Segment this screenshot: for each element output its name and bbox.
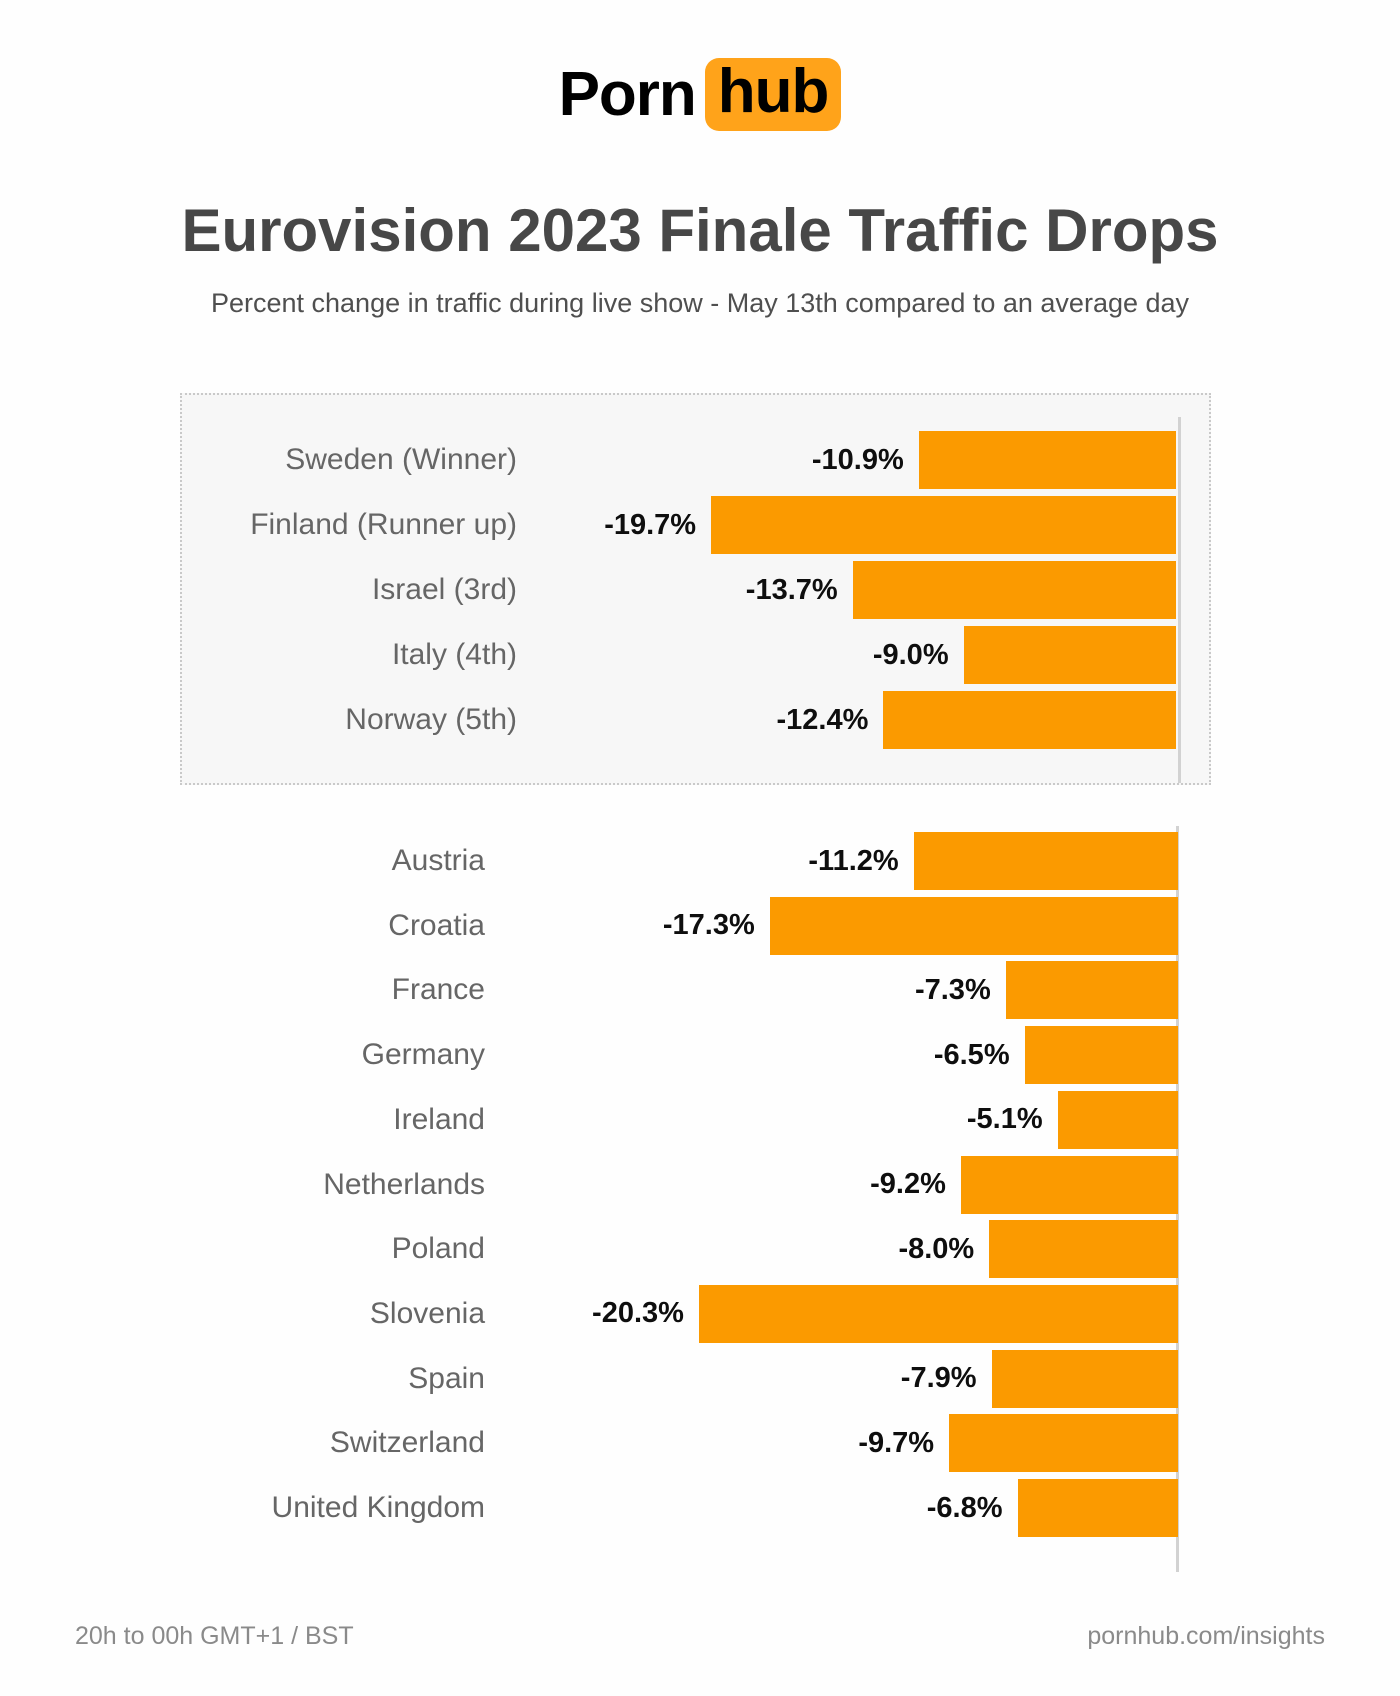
country-label: Ireland (393, 1102, 485, 1136)
bar-value-label: -12.4% (776, 703, 869, 736)
logo-text-hub-badge: hub (704, 58, 842, 132)
bar (852, 561, 1176, 619)
bar-value-label: -7.9% (900, 1362, 977, 1395)
top-chart-baseline-axis (1178, 417, 1181, 783)
country-label: Austria (391, 844, 485, 877)
bar-value-label: -10.9% (811, 443, 904, 476)
chart-row: Poland -8.0% (180, 1220, 1211, 1279)
bar-area: -7.9% (485, 1349, 1178, 1408)
bar (711, 496, 1176, 554)
bar-area: -11.2% (485, 832, 1178, 890)
chart-row: Germany -6.5% (180, 1026, 1211, 1085)
country-label: Croatia (388, 908, 485, 942)
bar-area: -20.3% (485, 1284, 1178, 1343)
bar-value-label: -11.2% (808, 844, 899, 877)
bar-area: -9.7% (485, 1414, 1178, 1473)
chart-row: Israel (3rd) -13.7% (182, 561, 1209, 619)
bar-area: -13.7% (517, 561, 1176, 619)
bar-value-label: -9.0% (872, 638, 949, 671)
bar (989, 1220, 1178, 1279)
bar-area: -17.3% (485, 896, 1178, 955)
bar (769, 896, 1178, 955)
country-label: Spain (408, 1361, 485, 1395)
chart-row: Slovenia -20.3% (180, 1284, 1211, 1343)
country-label: Israel (3rd) (371, 573, 517, 606)
bar-area: -12.4% (517, 691, 1176, 749)
bar-area: -7.3% (485, 961, 1178, 1020)
bar-value-label: -7.3% (914, 973, 991, 1006)
chart-row: Ireland -5.1% (180, 1090, 1211, 1149)
bar-value-label: -9.2% (870, 1168, 946, 1200)
bar-value-label: -5.1% (966, 1103, 1043, 1136)
bar-area: -9.0% (517, 626, 1176, 684)
page-subtitle: Percent change in traffic during live sh… (210, 288, 1190, 318)
top5-chart-box: Sweden (Winner) -10.9% Finland (Runner u… (180, 393, 1211, 785)
bar-value-label: -6.5% (933, 1038, 1010, 1071)
logo-text-porn: Porn (558, 60, 697, 130)
bar-value-label: -9.7% (858, 1426, 935, 1459)
country-label: Italy (4th) (391, 638, 517, 671)
bar-value-label: -19.7% (604, 508, 697, 541)
bar (1017, 1479, 1178, 1537)
page-title: Eurovision 2023 Finale Traffic Drops (181, 197, 1219, 264)
chart-row: Austria -11.2% (180, 832, 1211, 890)
country-label: Sweden (Winner) (285, 443, 517, 476)
country-label: Netherlands (323, 1167, 485, 1201)
country-label: Slovenia (369, 1296, 485, 1330)
bar-area: -10.9% (517, 431, 1176, 489)
bar (883, 691, 1176, 749)
country-label: Switzerland (329, 1426, 485, 1460)
country-label: United Kingdom (271, 1491, 485, 1524)
bar (991, 1349, 1178, 1408)
bar (918, 431, 1176, 489)
bar-value-label: -20.3% (592, 1297, 684, 1330)
bar-area: -6.5% (485, 1026, 1178, 1085)
bar (1057, 1090, 1178, 1149)
chart-row: Spain -7.9% (180, 1349, 1211, 1408)
country-label: Germany (361, 1038, 485, 1072)
chart-row: Finland (Runner up) -19.7% (182, 496, 1209, 554)
chart-row: United Kingdom -6.8% (180, 1479, 1211, 1537)
footer-time-range: 20h to 00h GMT+1 / BST (75, 1622, 354, 1650)
pornhub-logo: Porn hub (0, 58, 1400, 132)
bar (1005, 961, 1178, 1020)
countries-chart: Austria -11.2% Croatia -17.3% France -7.… (180, 826, 1211, 1586)
bar-value-label: -17.3% (662, 909, 755, 942)
bar-area: -5.1% (485, 1090, 1178, 1149)
chart-row: Netherlands -9.2% (180, 1155, 1211, 1214)
country-label: Norway (5th) (345, 703, 517, 736)
bar-area: -19.7% (517, 496, 1176, 554)
chart-row: Italy (4th) -9.0% (182, 626, 1209, 684)
footer-site-url: pornhub.com/insights (1087, 1622, 1325, 1650)
bar (949, 1414, 1178, 1473)
country-label: Finland (Runner up) (250, 508, 517, 541)
chart-row: Croatia -17.3% (180, 896, 1211, 955)
chart-row: Norway (5th) -12.4% (182, 691, 1209, 749)
chart-row: France -7.3% (180, 961, 1211, 1020)
bar-area: -6.8% (485, 1479, 1178, 1537)
bar (913, 832, 1178, 890)
bar-value-label: -6.8% (926, 1491, 1003, 1524)
bar (963, 626, 1176, 684)
bar (698, 1284, 1178, 1343)
chart-row: Switzerland -9.7% (180, 1414, 1211, 1473)
bar-area: -9.2% (485, 1155, 1178, 1214)
bar (1024, 1026, 1178, 1085)
bar-value-label: -13.7% (745, 573, 838, 606)
bar-value-label: -8.0% (898, 1232, 975, 1265)
chart-row: Sweden (Winner) -10.9% (182, 431, 1209, 489)
country-label: Poland (391, 1232, 485, 1266)
country-label: France (391, 973, 485, 1007)
bar (960, 1155, 1178, 1214)
bar-area: -8.0% (485, 1220, 1178, 1279)
